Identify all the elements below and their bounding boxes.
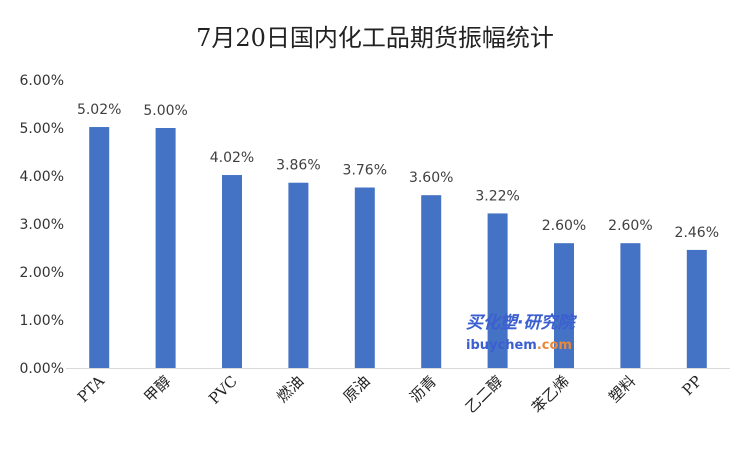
data-label: 2.60% [608, 218, 652, 234]
x-tick-label: 原油 [340, 372, 374, 406]
data-label: 4.02% [210, 150, 254, 166]
data-label: 3.76% [343, 163, 387, 179]
bar [354, 187, 375, 368]
x-tick-label: PTA [74, 372, 108, 406]
bar [155, 128, 176, 368]
x-tick-label: 乙二醇 [462, 372, 507, 417]
data-label: 2.46% [675, 225, 719, 241]
data-label: 3.86% [276, 158, 320, 174]
y-axis: 0.00% 1.00% 2.00% 3.00% 4.00% 5.00% 6.00% [20, 73, 64, 377]
watermark-domain-main: ibuychem [466, 338, 537, 353]
y-tick-label: 3.00% [20, 217, 64, 233]
x-tick-label: 塑料 [605, 372, 639, 406]
y-tick-label: 2.00% [20, 265, 64, 281]
bar [487, 213, 508, 368]
watermark: 买化塑·研究院 ibuychem.com [466, 313, 577, 353]
x-tick-label: PVC [205, 372, 241, 408]
bar [222, 175, 242, 368]
x-tick-label: PP [679, 372, 706, 399]
watermark-domain-suffix: .com [537, 338, 572, 353]
x-tick-label: 燃油 [273, 372, 307, 406]
y-tick-label: 0.00% [20, 361, 64, 377]
data-label: 3.60% [409, 170, 453, 186]
x-axis: PTA 甲醇 PVC 燃油 原油 沥青 乙二醇 苯乙烯 塑料 PP [66, 368, 730, 417]
x-tick-label: 沥青 [406, 372, 440, 406]
data-label: 5.00% [143, 103, 187, 119]
data-label: 5.02% [77, 102, 121, 118]
data-label: 2.60% [542, 218, 586, 234]
x-tick-label: 甲醇 [140, 372, 174, 406]
x-tick-label: 苯乙烯 [528, 372, 573, 417]
watermark-domain: ibuychem.com [466, 338, 572, 353]
bar [620, 243, 641, 368]
bar [421, 195, 442, 368]
watermark-brand: 买化塑·研究院 [466, 313, 577, 333]
data-label: 3.22% [475, 188, 519, 204]
bar [686, 249, 707, 368]
y-tick-label: 4.00% [20, 169, 64, 185]
chart-title: 7月20日国内化工品期货振幅统计 [196, 24, 554, 52]
bars-group [89, 127, 707, 368]
y-tick-label: 5.00% [20, 121, 64, 137]
bar [288, 182, 309, 368]
bar [554, 243, 574, 368]
y-tick-label: 1.00% [20, 313, 64, 329]
y-tick-label: 6.00% [20, 73, 64, 89]
data-labels-group: 5.02% 5.00% 4.02% 3.86% 3.76% 3.60% 3.22% 2.60%… [77, 102, 719, 241]
bar [89, 127, 110, 368]
